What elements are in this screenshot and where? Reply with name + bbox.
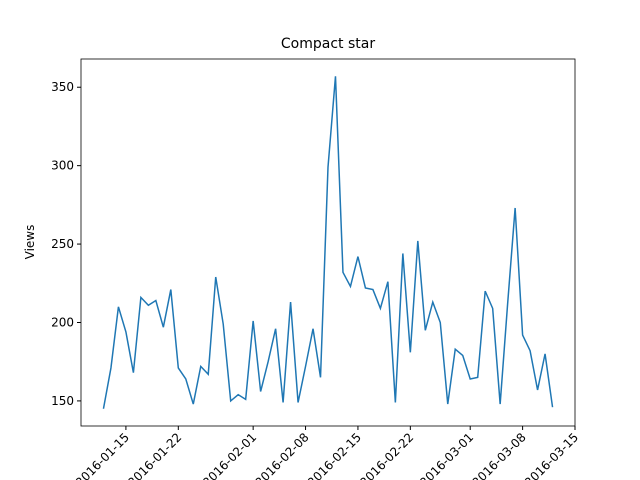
x-tick-label: 2016-02-15 — [305, 430, 364, 480]
x-tick-label: 2016-02-08 — [252, 430, 311, 480]
chart-title: Compact star — [281, 36, 375, 52]
y-tick-label: 150 — [51, 394, 74, 408]
x-tick-label: 2016-01-15 — [73, 430, 132, 480]
plot-frame — [80, 58, 576, 427]
x-tick-label: 2016-01-22 — [125, 430, 184, 480]
x-tick-label: 2016-02-22 — [357, 430, 416, 480]
x-tick-label: 2016-03-08 — [470, 430, 529, 480]
x-tick-label: 2016-03-15 — [522, 430, 581, 480]
y-tick-label: 350 — [51, 80, 74, 94]
y-axis-label: Views — [23, 225, 37, 260]
y-tick-label: 200 — [51, 315, 74, 329]
line — [102, 76, 554, 409]
y-tick-label: 250 — [51, 237, 74, 251]
x-tick-label: 2016-02-01 — [200, 430, 259, 480]
x-tick-label: 2016-03-01 — [417, 430, 476, 480]
y-tick-label: 300 — [51, 159, 74, 173]
